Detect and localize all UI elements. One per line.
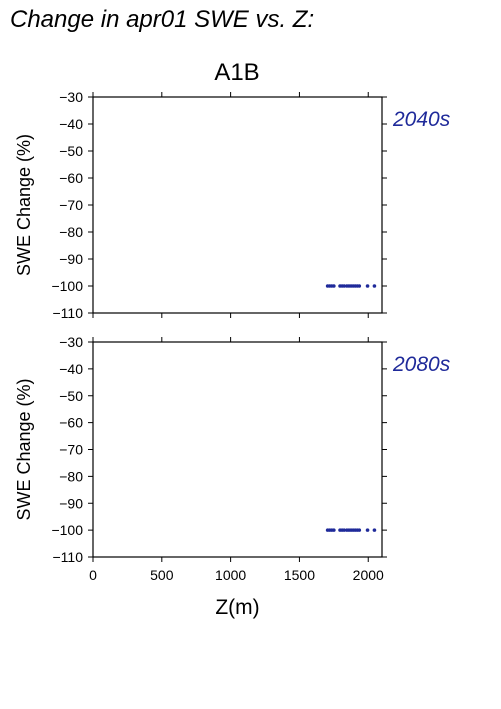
plot-frame [92,96,383,314]
y-tick-label: −110 [53,305,84,321]
scenario-label: A1B [214,59,259,86]
y-tick-label: −100 [51,522,83,538]
x-axis-label: Z(m) [215,596,259,619]
data-point [342,284,346,288]
y-tick-label: −60 [59,170,83,186]
y-tick-label: −40 [59,361,83,377]
data-point [372,528,377,532]
y-axis-label: SWE Change (%) [14,134,34,276]
x-tick-label: 0 [89,567,97,583]
y-tick-label: −80 [59,224,83,240]
data-point [365,284,370,288]
y-tick-label: −50 [59,388,83,404]
y-tick-label: −60 [59,415,83,431]
period-label: 2040s [392,108,451,131]
y-tick-label: −100 [51,278,83,294]
y-tick-label: −70 [59,442,83,458]
panel-2080s: −30 −40 −50 −60 −70 −80 −90 −100 −110 0 500 1000 150… [14,334,451,619]
y-axis-label: SWE Change (%) [14,378,34,520]
period-label: 2080s [392,353,451,376]
y-tick-label: −40 [59,116,83,132]
data-point [357,528,362,532]
y-tick-label: −30 [59,334,83,350]
data-point [357,284,362,288]
x-tick-label: 2000 [353,567,384,583]
data-point [342,528,346,532]
data-point [332,284,336,288]
y-tick-label: −110 [53,549,84,565]
y-tick-label: −90 [59,495,83,511]
plot-frame [92,341,383,558]
data-point [372,284,377,288]
y-tick-label: −30 [59,89,83,105]
data-point [365,528,370,532]
y-tick-label: −90 [59,251,83,267]
panels: −30 −40 −50 −60 −70 −80 −90 −100 −110 SWE Change … [14,89,451,619]
x-tick-label: 500 [150,567,174,583]
x-tick-label: 1500 [284,567,315,583]
x-tick-label: 1000 [215,567,246,583]
y-tick-label: −50 [59,143,83,159]
data-point [332,528,336,532]
figure-title: Change in apr01 SWE vs. Z: [10,6,314,33]
y-tick-label: −70 [59,197,83,213]
panel-2040s: −30 −40 −50 −60 −70 −80 −90 −100 −110 SWE Change … [14,89,451,321]
y-tick-label: −80 [59,468,83,484]
